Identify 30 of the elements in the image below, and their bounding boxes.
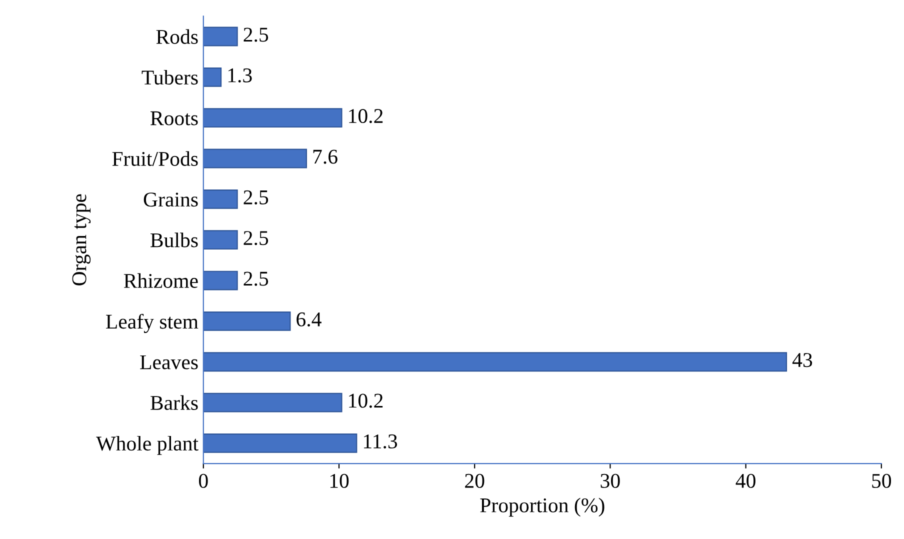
data-label: 7.6	[313, 150, 338, 164]
data-label: 6.4	[296, 312, 322, 326]
data-label: 10.2	[349, 109, 383, 124]
y-tick-label: Leafy stem	[106, 314, 198, 334]
x-tick-label: 10	[330, 474, 349, 488]
data-label: 2.5	[244, 28, 268, 42]
y-tick-label: Roots	[150, 111, 198, 126]
y-tick-label: Fruit/Pods	[112, 151, 198, 166]
data-label: 2.5	[244, 272, 268, 286]
data-label: 10.2	[349, 394, 383, 408]
data-label: 43	[792, 353, 812, 368]
x-axis-title: Proportion (%)	[480, 498, 604, 517]
data-label: 2.5	[244, 190, 268, 204]
x-tick-label: 0	[198, 474, 208, 488]
y-tick-label: Barks	[150, 395, 198, 410]
y-tick-label: Whole plant	[96, 436, 198, 455]
y-tick-label: Leaves	[140, 355, 198, 370]
y-tick-label: Tubers	[142, 70, 198, 85]
y-tick-label: Rhizome	[124, 273, 198, 288]
data-label: 11.3	[364, 434, 398, 449]
x-tick-label: 20	[465, 474, 484, 488]
y-axis-title: Organ type	[72, 194, 91, 286]
y-tick-label: Bulbs	[150, 232, 198, 248]
x-tick-label: 30	[600, 474, 620, 488]
data-label: 2.5	[244, 231, 268, 246]
data-label: 1.3	[228, 68, 252, 82]
x-tick-label: 40	[736, 474, 756, 488]
y-tick-label: Grains	[144, 192, 198, 207]
x-tick-label: 50	[872, 474, 892, 488]
y-tick-label: Rods	[156, 29, 198, 44]
